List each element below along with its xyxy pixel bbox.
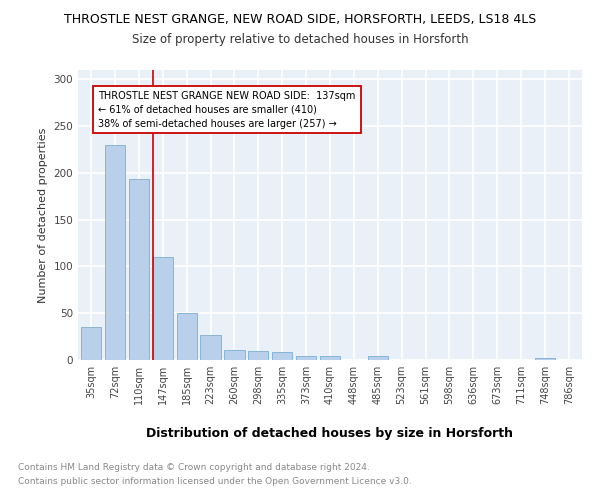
Bar	[272, 352, 292, 360]
Text: THROSTLE NEST GRANGE, NEW ROAD SIDE, HORSFORTH, LEEDS, LS18 4LS: THROSTLE NEST GRANGE, NEW ROAD SIDE, HOR…	[64, 12, 536, 26]
Bar	[224, 350, 245, 360]
Text: Contains public sector information licensed under the Open Government Licence v3: Contains public sector information licen…	[18, 478, 412, 486]
Bar	[535, 358, 555, 360]
Bar	[200, 334, 221, 360]
Bar	[320, 356, 340, 360]
Bar	[248, 350, 268, 360]
Text: Contains HM Land Registry data © Crown copyright and database right 2024.: Contains HM Land Registry data © Crown c…	[18, 462, 370, 471]
Bar	[176, 313, 197, 360]
Bar	[129, 180, 149, 360]
Bar	[152, 257, 173, 360]
Text: Distribution of detached houses by size in Horsforth: Distribution of detached houses by size …	[146, 428, 514, 440]
Text: THROSTLE NEST GRANGE NEW ROAD SIDE:  137sqm
← 61% of detached houses are smaller: THROSTLE NEST GRANGE NEW ROAD SIDE: 137s…	[98, 90, 356, 128]
Bar	[81, 328, 101, 360]
Text: Size of property relative to detached houses in Horsforth: Size of property relative to detached ho…	[131, 32, 469, 46]
Bar	[296, 356, 316, 360]
Bar	[368, 356, 388, 360]
Y-axis label: Number of detached properties: Number of detached properties	[38, 128, 48, 302]
Bar	[105, 145, 125, 360]
